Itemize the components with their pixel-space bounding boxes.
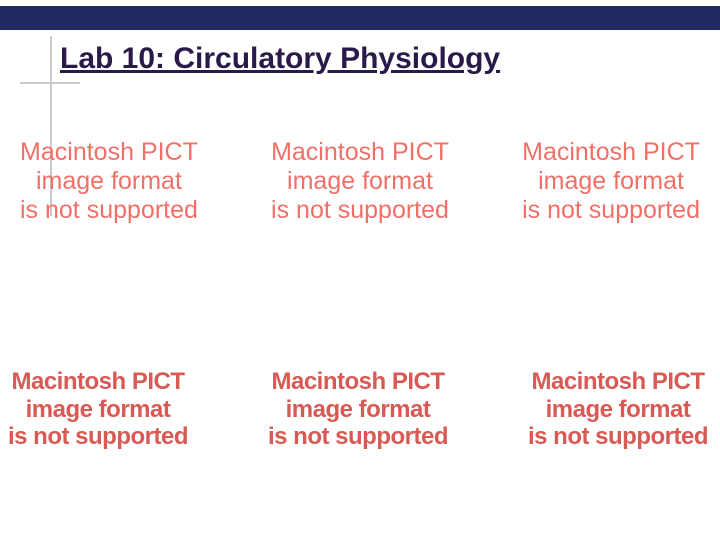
pict-line: Macintosh PICT <box>11 368 184 395</box>
pict-line: is not supported <box>20 196 198 224</box>
pict-placeholder: Macintosh PICT image format is not suppo… <box>8 368 188 451</box>
page-title: Lab 10: Circulatory Physiology <box>60 42 500 76</box>
pict-line: image format <box>26 396 171 423</box>
pict-line: Macintosh PICT <box>20 138 198 166</box>
pict-placeholder: Macintosh PICT image format is not suppo… <box>20 138 198 224</box>
pict-line: is not supported <box>268 423 448 450</box>
crosshair-horizontal <box>20 82 80 84</box>
pict-line: Macintosh PICT <box>271 138 449 166</box>
pict-placeholder: Macintosh PICT image format is not suppo… <box>271 138 449 224</box>
pict-line: is not supported <box>271 196 449 224</box>
slide: Lab 10: Circulatory Physiology Macintosh… <box>0 0 720 540</box>
pict-line: image format <box>546 396 691 423</box>
pict-placeholder: Macintosh PICT image format is not suppo… <box>268 368 448 451</box>
pict-line: is not supported <box>528 423 708 450</box>
pict-line: image format <box>538 167 684 195</box>
pict-line: image format <box>36 167 182 195</box>
pict-row-2: Macintosh PICT image format is not suppo… <box>8 368 708 451</box>
pict-line: is not supported <box>522 196 700 224</box>
pict-line: image format <box>286 396 431 423</box>
pict-placeholder: Macintosh PICT image format is not suppo… <box>522 138 700 224</box>
pict-row-1: Macintosh PICT image format is not suppo… <box>20 138 700 224</box>
pict-line: Macintosh PICT <box>522 138 700 166</box>
pict-line: Macintosh PICT <box>531 368 704 395</box>
pict-line: image format <box>287 167 433 195</box>
header-bar <box>0 6 720 30</box>
pict-line: is not supported <box>8 423 188 450</box>
pict-placeholder: Macintosh PICT image format is not suppo… <box>528 368 708 451</box>
pict-line: Macintosh PICT <box>271 368 444 395</box>
